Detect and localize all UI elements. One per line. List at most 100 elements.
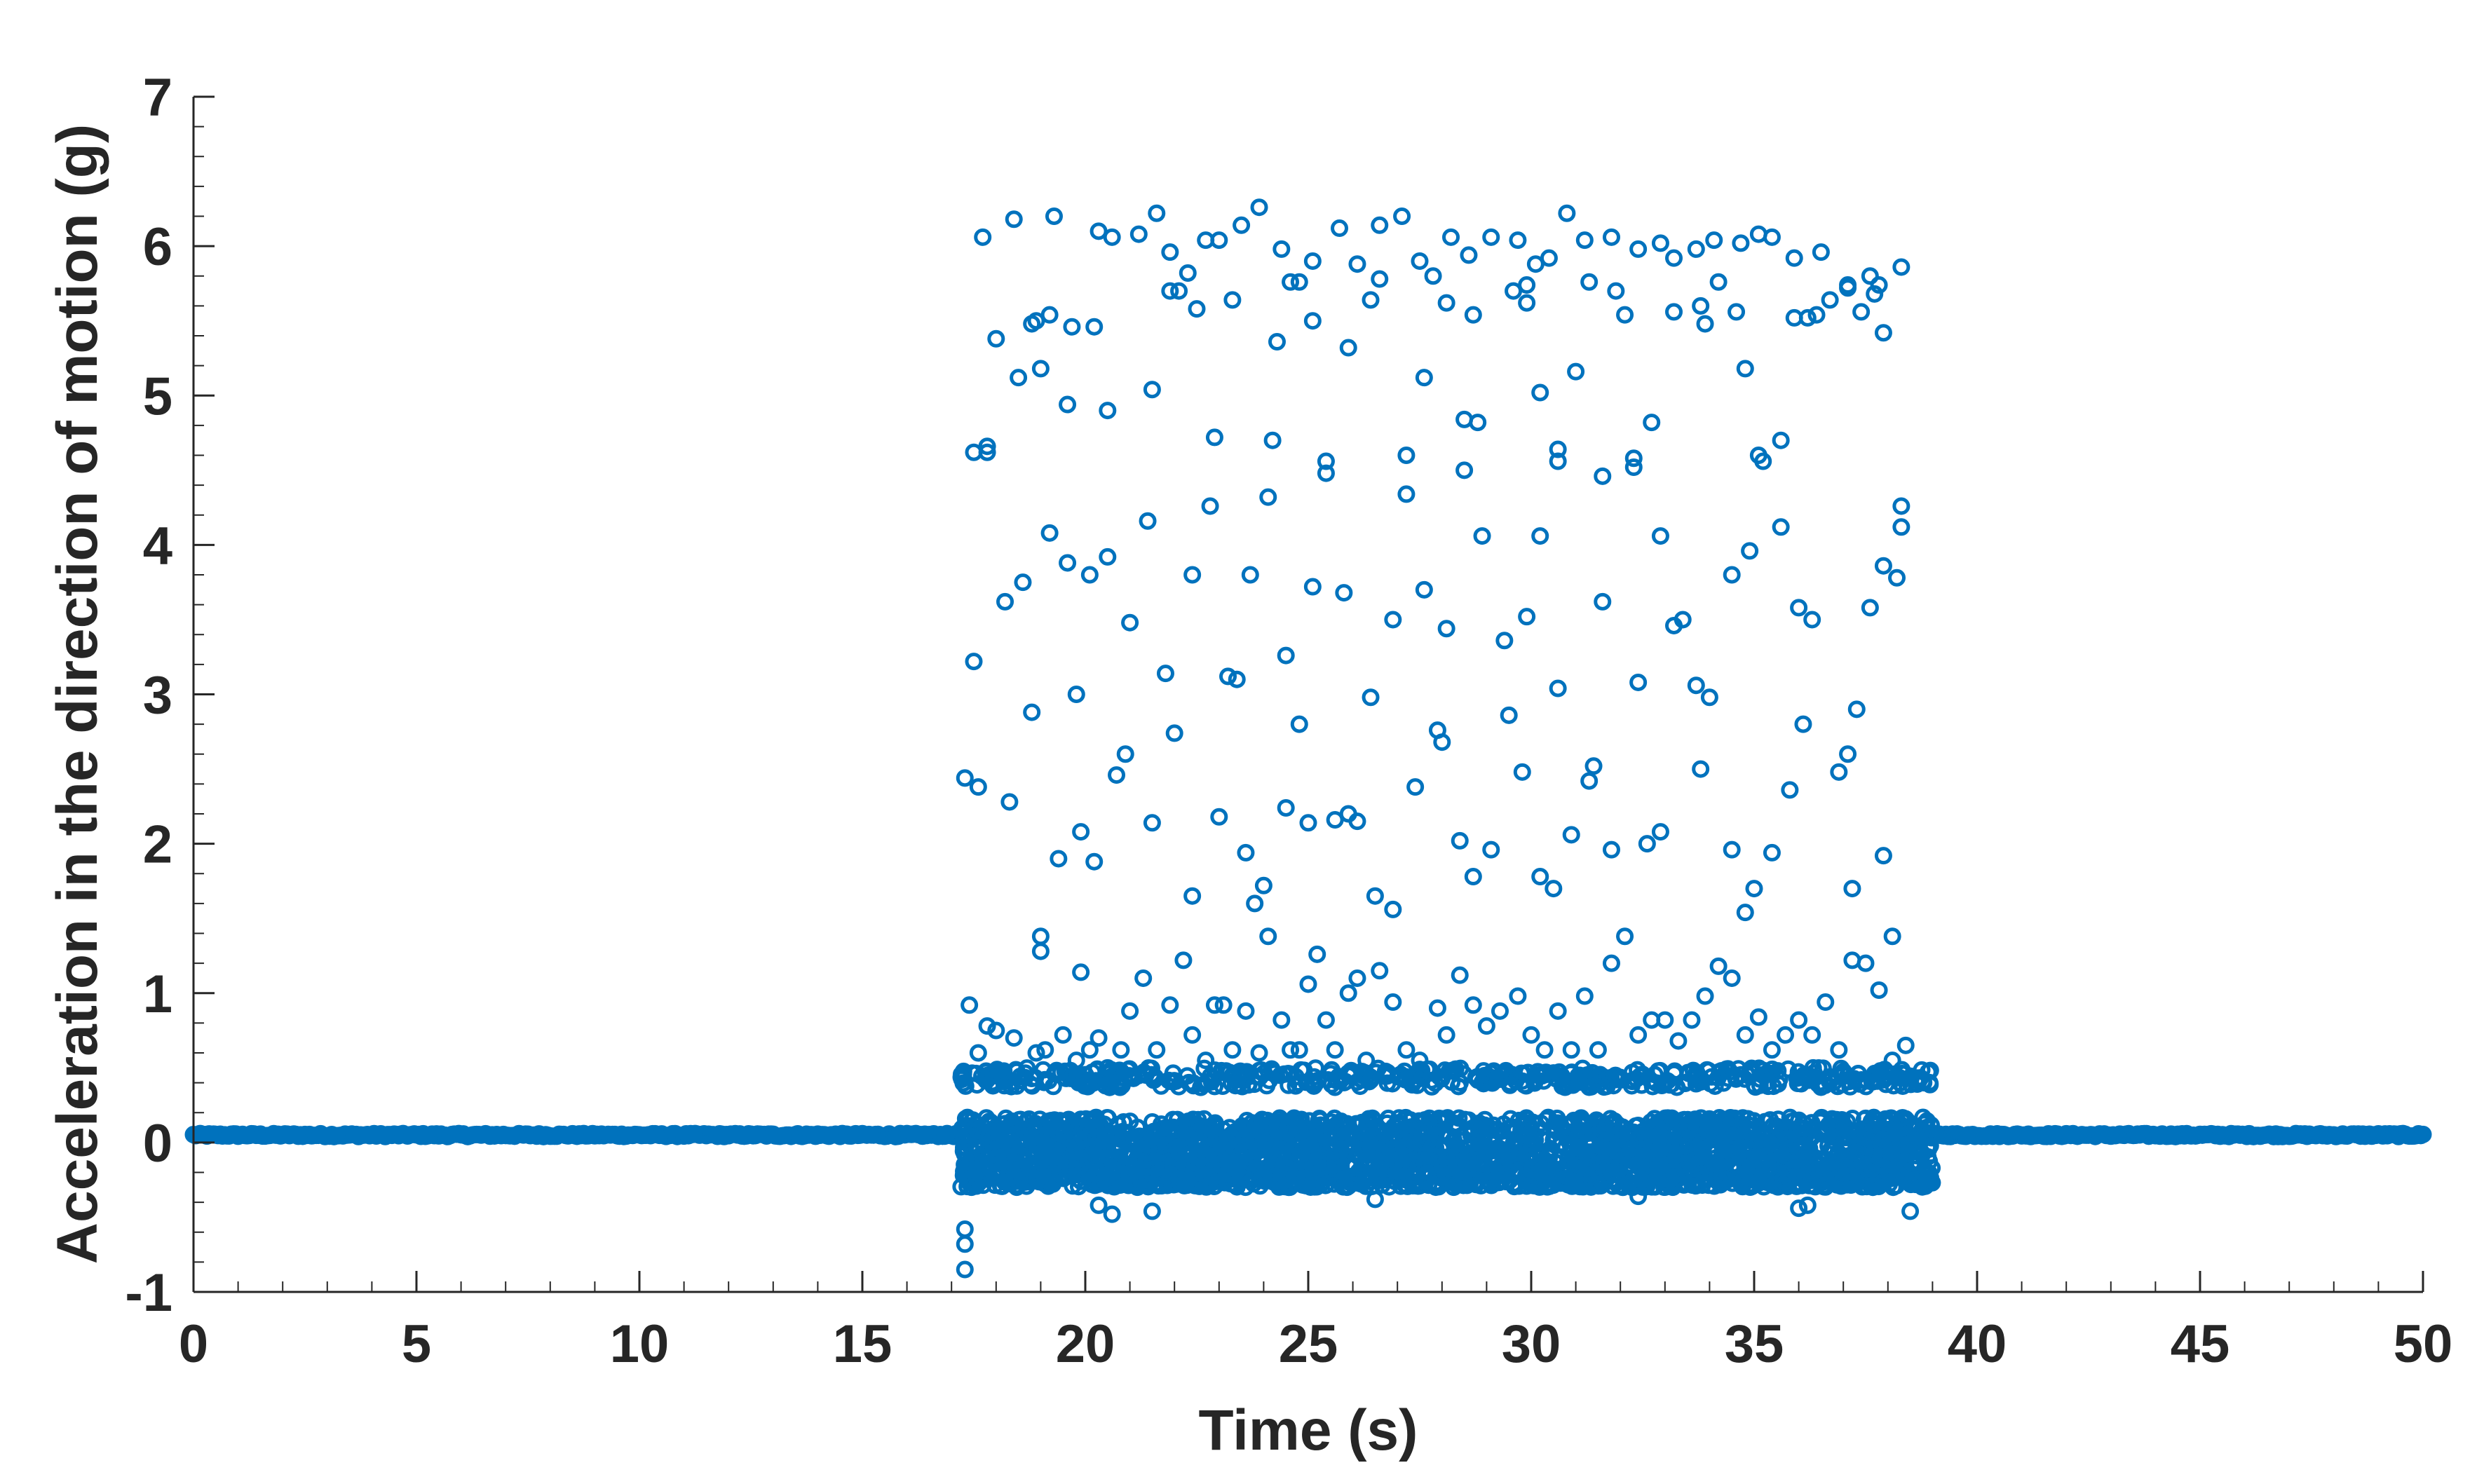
- band-point: [1792, 1075, 1810, 1093]
- data-point: [1143, 1202, 1161, 1220]
- band-point: [980, 1112, 998, 1131]
- data-point: [1050, 850, 1068, 868]
- data-point: [1072, 823, 1090, 841]
- data-point: [1790, 599, 1808, 617]
- data-point: [1656, 1011, 1674, 1029]
- data-point: [969, 1044, 987, 1062]
- data-point: [1027, 1044, 1045, 1062]
- band-point: [1812, 1110, 1830, 1128]
- data-point: [1589, 1041, 1607, 1059]
- band-point: [1231, 1062, 1249, 1080]
- data-point: [1063, 318, 1081, 336]
- band-point: [1137, 1174, 1155, 1192]
- data-point: [1665, 303, 1683, 321]
- band-point: [1692, 1109, 1710, 1127]
- data-point: [1072, 963, 1090, 981]
- y-tick-label: 7: [143, 68, 172, 128]
- data-point: [1763, 1041, 1781, 1059]
- band-point: [1326, 1147, 1345, 1165]
- band-point: [1783, 1160, 1801, 1178]
- band-point: [1268, 1122, 1287, 1140]
- data-point: [1518, 294, 1536, 312]
- data-point: [1384, 611, 1402, 629]
- data-point: [1099, 547, 1117, 566]
- data-point: [1451, 966, 1469, 984]
- band-point: [1071, 1068, 1090, 1087]
- data-point: [1116, 745, 1134, 763]
- data-point: [1643, 414, 1661, 432]
- band-point: [1043, 1130, 1061, 1148]
- data-point: [1362, 688, 1380, 707]
- data-point: [1567, 362, 1585, 381]
- band-point: [1623, 1071, 1641, 1089]
- data-point: [1277, 798, 1295, 817]
- band-point: [1620, 1157, 1638, 1175]
- band-point: [961, 1174, 979, 1192]
- data-point: [1437, 1026, 1455, 1044]
- data-point: [1156, 665, 1174, 683]
- data-point: [1371, 216, 1389, 234]
- data-point: [1861, 599, 1879, 617]
- data-point: [1250, 198, 1268, 217]
- data-point: [1651, 234, 1669, 252]
- data-point: [1674, 611, 1692, 629]
- band-point: [1382, 1126, 1400, 1145]
- band-point: [1455, 1065, 1473, 1083]
- data-point: [1268, 333, 1286, 351]
- band-point: [1725, 1109, 1744, 1127]
- band-point: [1759, 1077, 1777, 1096]
- data-point: [1535, 1041, 1554, 1059]
- data-point: [1433, 733, 1451, 751]
- band-point: [1573, 1122, 1591, 1140]
- data-point: [1014, 573, 1032, 592]
- data-point: [1741, 542, 1759, 560]
- data-point: [1290, 273, 1308, 291]
- data-point: [1509, 987, 1527, 1005]
- band-point: [1667, 1123, 1685, 1141]
- data-point: [1531, 868, 1549, 886]
- band-point: [1523, 1161, 1542, 1179]
- band-point: [1142, 1059, 1160, 1077]
- y-tick-label: -1: [125, 1263, 172, 1323]
- band-point: [1530, 1145, 1549, 1163]
- band-point: [1430, 1068, 1448, 1086]
- band-point: [984, 1064, 1002, 1082]
- data-point: [1250, 1044, 1268, 1062]
- band-point: [1499, 1131, 1517, 1150]
- band-point: [1057, 1160, 1075, 1178]
- data-point: [1045, 207, 1063, 225]
- band-point: [1881, 1169, 1899, 1187]
- data-point: [1687, 676, 1705, 695]
- data-point: [1303, 312, 1322, 330]
- data-point: [1103, 228, 1121, 246]
- data-point: [1575, 987, 1594, 1005]
- band-point: [1610, 1125, 1629, 1143]
- data-point: [1165, 724, 1183, 742]
- band-point: [1263, 1060, 1281, 1078]
- band-point: [1865, 1108, 1883, 1126]
- x-tick-label: 10: [610, 1314, 670, 1374]
- band-point: [993, 1162, 1011, 1180]
- band-point: [1256, 1159, 1275, 1178]
- band-point: [1272, 1141, 1290, 1159]
- data-point: [1602, 954, 1620, 972]
- band-point: [1312, 1135, 1331, 1153]
- band-point: [1413, 1114, 1431, 1132]
- data-point: [1282, 1041, 1300, 1059]
- band-point: [1676, 1137, 1694, 1155]
- band-point: [1655, 1152, 1674, 1170]
- data-point: [1277, 646, 1295, 665]
- data-point: [1629, 673, 1648, 691]
- data-point: [1339, 984, 1357, 1002]
- data-point: [1282, 273, 1300, 291]
- data-point: [1090, 1196, 1108, 1214]
- band-point: [1287, 1077, 1305, 1095]
- band-point: [1722, 1136, 1740, 1154]
- data-point: [1669, 1032, 1688, 1050]
- band-point: [1723, 1144, 1741, 1162]
- x-tick-label: 0: [179, 1314, 208, 1374]
- data-point: [1143, 814, 1161, 832]
- data-point: [1397, 447, 1416, 464]
